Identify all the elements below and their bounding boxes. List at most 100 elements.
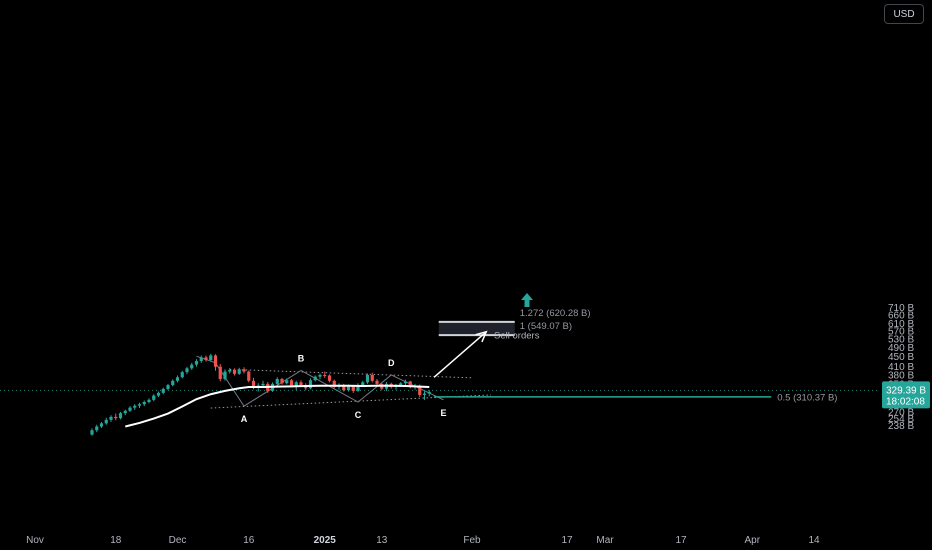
candle-body	[166, 385, 170, 389]
candle-body	[133, 405, 137, 408]
candle-body	[95, 426, 99, 431]
candle-body	[370, 374, 374, 381]
x-tick-label: Feb	[463, 535, 481, 546]
fib-1272-label: 1.272 (620.28 B)	[520, 308, 591, 319]
x-tick-label: 2025	[314, 535, 337, 546]
candle-body	[299, 382, 303, 386]
candle-body	[213, 355, 218, 367]
candle-body	[118, 413, 123, 419]
candle-body	[204, 357, 208, 361]
y-tick-label: 450 B	[888, 352, 914, 363]
candle-body	[313, 376, 317, 381]
candle-body	[175, 377, 180, 381]
candle-body	[251, 380, 256, 387]
wave-point-label: B	[298, 353, 305, 363]
candle-body	[128, 407, 132, 411]
candle-body	[403, 381, 408, 384]
candle-body	[114, 416, 118, 419]
candle-body	[275, 379, 279, 384]
wave-path[interactable]	[196, 355, 444, 407]
y-tick-label: 410 B	[888, 362, 914, 373]
candle-body	[147, 399, 151, 403]
x-tick-label: Dec	[169, 535, 187, 546]
y-tick-label: 610 B	[888, 319, 914, 330]
candle-body	[289, 380, 294, 386]
candle-body	[399, 383, 403, 386]
candle-body	[209, 355, 213, 361]
y-tick-label: 490 B	[888, 343, 914, 354]
x-tick-label: Nov	[26, 535, 44, 546]
x-tick-label: 14	[808, 535, 820, 546]
y-tick-label: 254 B	[888, 414, 914, 425]
arrow-head	[475, 330, 488, 343]
candle-body	[104, 419, 108, 424]
candle-body	[308, 380, 313, 389]
candle-body	[361, 382, 365, 386]
candle-body	[427, 391, 431, 394]
x-tick-label: 17	[561, 535, 573, 546]
candle-body	[223, 371, 227, 380]
y-tick-label: 530 B	[888, 334, 914, 345]
projection-arrow[interactable]	[433, 331, 487, 378]
candle-body	[190, 364, 194, 369]
candle-body	[327, 375, 332, 381]
candle-body	[294, 382, 298, 386]
fib-05-label: 0.5 (310.37 B)	[777, 392, 837, 403]
current-price-tag	[882, 381, 930, 409]
candle-body	[418, 385, 422, 395]
candle-body	[232, 369, 237, 374]
candle-body	[375, 380, 379, 384]
y-tick-label: 380 B	[888, 370, 914, 381]
fib-1-label: 1 (549.07 B)	[520, 321, 572, 332]
candle-body	[280, 379, 284, 384]
x-tick-label: 16	[243, 535, 255, 546]
y-tick-label: 710 B	[888, 303, 914, 314]
y-tick-label: 270 B	[888, 407, 914, 418]
candle-body	[408, 381, 412, 387]
y-tick-label: 660 B	[888, 311, 914, 322]
candle-body	[90, 430, 94, 435]
target-zone[interactable]	[438, 321, 515, 336]
candle-body	[109, 416, 113, 420]
upper-trendline[interactable]	[229, 368, 473, 379]
y-tick-label: 570 B	[888, 327, 914, 338]
x-tick-label: 17	[675, 535, 687, 546]
candle-body	[261, 383, 265, 386]
up-arrow-icon[interactable]	[521, 293, 533, 307]
candle-body	[180, 372, 184, 378]
candle-body	[161, 388, 165, 393]
candle-body	[356, 385, 360, 391]
x-tick-label: 13	[376, 535, 388, 546]
candle-body	[237, 369, 241, 374]
candle-body	[242, 369, 246, 372]
y-tick-label: 238 B	[888, 421, 914, 432]
candle-body	[123, 410, 127, 414]
countdown-label: 18:02:08	[886, 396, 925, 407]
candle-body	[342, 385, 346, 391]
currency-button[interactable]: USD	[884, 4, 924, 24]
candle-body	[318, 374, 322, 377]
lower-trendline[interactable]	[210, 394, 492, 409]
wave-point-label: A	[241, 414, 248, 424]
candle-body	[199, 357, 203, 362]
candle-body	[218, 366, 222, 380]
candle-body	[185, 368, 189, 373]
x-tick-label: 18	[110, 535, 122, 546]
wave-point-label: C	[355, 410, 362, 420]
candle-body	[99, 423, 104, 427]
wave-point-label: E	[440, 408, 446, 418]
candle-body	[247, 371, 251, 381]
candle-body	[365, 374, 370, 383]
candle-body	[332, 380, 336, 387]
sell-orders-label: Sell orders	[494, 331, 540, 342]
current-price-label: 329.39 B	[886, 385, 926, 396]
candle-body	[323, 374, 327, 376]
moving-average-line[interactable]	[125, 384, 430, 428]
candle-body	[142, 402, 146, 405]
candle-body	[351, 386, 355, 391]
x-tick-label: Apr	[744, 535, 760, 546]
x-tick-label: Mar	[596, 535, 614, 546]
candle-body	[346, 386, 351, 391]
candle-body	[137, 404, 142, 406]
